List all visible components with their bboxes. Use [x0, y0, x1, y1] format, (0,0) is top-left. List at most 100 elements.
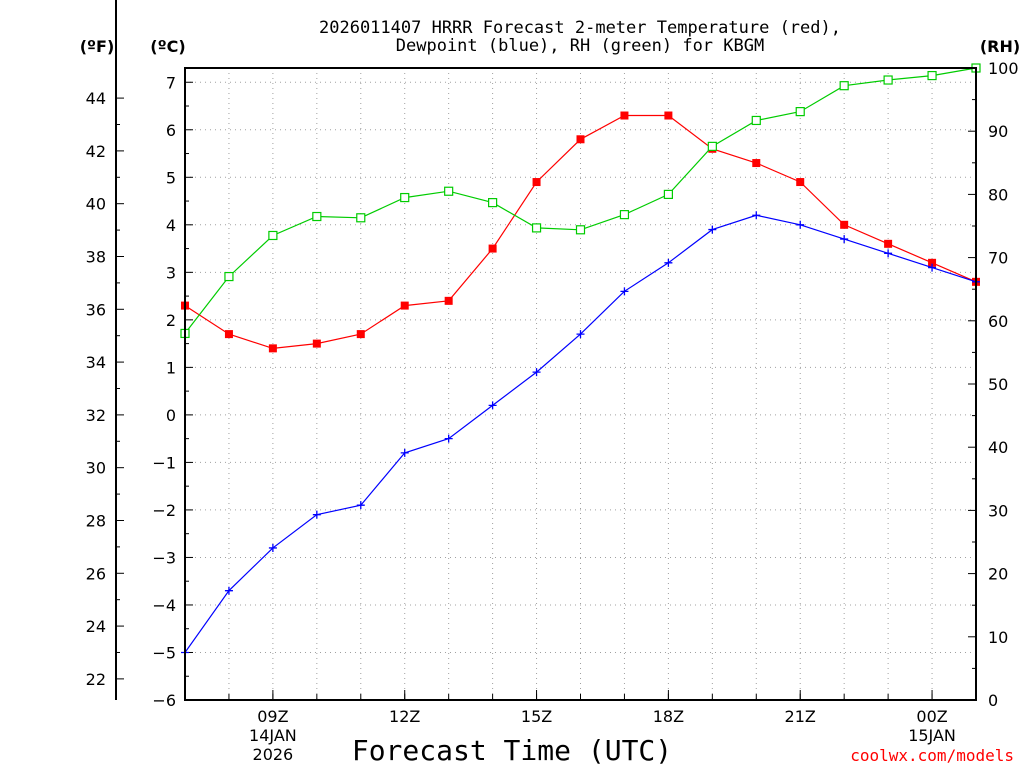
temperature-point: [620, 111, 629, 120]
rh-point: [444, 186, 454, 196]
fahrenheit-tick-label: 42: [86, 142, 106, 161]
celsius-tick-label: −6: [152, 691, 176, 710]
rh-tick-label: 30: [988, 501, 1008, 520]
temperature-point: [444, 296, 453, 305]
rh-point: [531, 223, 542, 233]
fahrenheit-tick-label: 40: [86, 195, 106, 214]
time-tick-label: 09Z: [257, 707, 288, 726]
gridlines: [185, 68, 976, 700]
dewpoint-point: [708, 225, 717, 234]
rh-point: [400, 192, 410, 203]
fahrenheit-tick-label: 24: [86, 617, 106, 636]
celsius-tick-label: −3: [152, 548, 176, 567]
rh-point: [356, 213, 366, 223]
celsius-tick-label: 4: [166, 216, 176, 235]
rh-tick-label: 100: [988, 59, 1019, 78]
dewpoint-point: [532, 368, 541, 377]
rh-point: [795, 107, 805, 117]
rh-axis-unit: (RH): [980, 37, 1020, 56]
rh-tick-label: 20: [988, 565, 1008, 584]
rh-tick-label: 80: [988, 185, 1008, 204]
rh-point: [751, 115, 761, 126]
rh-axis: 0 10 20 30 40 50 60 70 80 90 100: [968, 59, 1019, 710]
fahrenheit-axis: 22 24 26 28 30 32 34 36 38 40 42 44: [86, 0, 124, 700]
fahrenheit-tick-label: 32: [86, 406, 106, 425]
fahrenheit-tick-label: 22: [86, 670, 106, 689]
fahrenheit-axis-unit: (ºF): [80, 37, 115, 56]
fahrenheit-tick-label: 28: [86, 511, 106, 530]
dewpoint-point: [664, 258, 673, 267]
rh-tick-label: 10: [988, 628, 1008, 647]
dewpoint-point: [444, 434, 453, 443]
rh-tick-label: 60: [988, 312, 1008, 331]
rh-point: [927, 70, 937, 81]
temperature-point: [532, 178, 541, 187]
dewpoint-point: [400, 448, 409, 457]
temperature-point: [224, 330, 233, 339]
rh-point: [707, 141, 717, 151]
dewpoint-point: [928, 263, 937, 272]
time-tick-label: 15Z: [521, 707, 552, 726]
temperature-point: [576, 135, 585, 144]
date-label: 15JAN: [908, 726, 956, 745]
fahrenheit-tick-label: 34: [86, 353, 106, 372]
dewpoint-point: [356, 501, 365, 510]
data-series: [180, 63, 981, 657]
time-tick-label: 18Z: [653, 707, 684, 726]
celsius-tick-label: −1: [152, 453, 176, 472]
temperature-point: [312, 339, 321, 348]
chart-title: 2026011407 HRRR Forecast 2-meter Tempera…: [319, 18, 841, 56]
temperature-point: [400, 301, 409, 310]
rh-tick-label: 0: [988, 691, 998, 710]
celsius-tick-label: 2: [166, 311, 176, 330]
dewpoint-series: [181, 211, 980, 657]
fahrenheit-tick-label: 36: [86, 300, 106, 319]
celsius-axis-unit: (ºC): [150, 37, 185, 56]
rh-tick-label: 90: [988, 122, 1008, 141]
rh-tick-label: 50: [988, 375, 1008, 394]
rh-point: [224, 271, 234, 282]
rh-point: [663, 189, 673, 199]
rh-point: [488, 198, 498, 208]
celsius-tick-label: 5: [166, 168, 176, 187]
temperature-point: [752, 159, 761, 168]
rh-point: [312, 211, 322, 222]
credit-text: coolwx.com/models: [850, 746, 1014, 765]
rh-series: [180, 63, 981, 339]
temperature-point: [928, 258, 937, 267]
temperature-point: [664, 111, 673, 120]
time-tick-label: 00Z: [916, 707, 947, 726]
temperature-point: [884, 239, 893, 248]
temperature-point: [840, 220, 849, 229]
celsius-tick-label: −2: [152, 501, 176, 520]
celsius-tick-label: −4: [152, 596, 176, 615]
date-label: 14JAN: [249, 726, 297, 745]
rh-tick-label: 40: [988, 438, 1008, 457]
celsius-tick-label: 3: [166, 263, 176, 282]
time-tick-label: 21Z: [785, 707, 816, 726]
fahrenheit-tick-label: 44: [86, 89, 106, 108]
celsius-tick-label: 0: [166, 406, 176, 425]
fahrenheit-tick-label: 26: [86, 564, 106, 583]
dewpoint-point: [312, 510, 321, 519]
dewpoint-point: [268, 543, 277, 552]
celsius-tick-label: 7: [166, 73, 176, 92]
dewpoint-point: [796, 220, 805, 229]
chart-title-line-2: Dewpoint (blue), RH (green) for KBGM: [396, 36, 764, 56]
temperature-series: [181, 111, 980, 353]
dewpoint-point: [840, 235, 849, 244]
year-label: 2026: [253, 745, 294, 764]
dewpoint-point: [224, 586, 233, 595]
temperature-point: [796, 178, 805, 187]
time-tick-label: 12Z: [389, 707, 420, 726]
dewpoint-point: [620, 287, 629, 296]
fahrenheit-tick-label: 38: [86, 247, 106, 266]
rh-point: [619, 210, 630, 220]
dewpoint-point: [884, 249, 893, 258]
rh-point: [575, 225, 586, 235]
dewpoint-point: [488, 401, 497, 410]
temperature-point: [488, 244, 497, 253]
celsius-tick-label: 1: [166, 358, 176, 377]
